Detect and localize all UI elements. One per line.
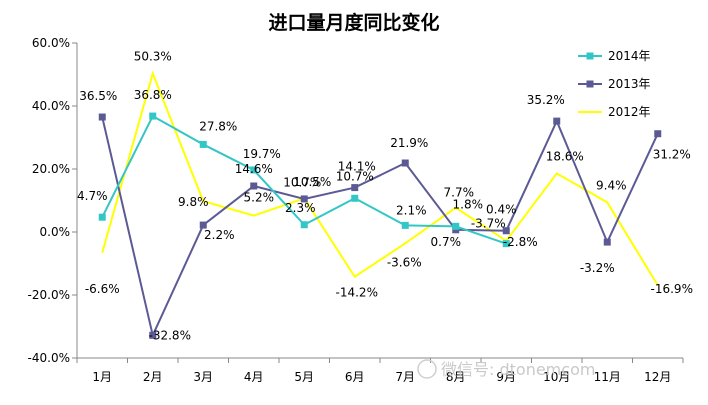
point-marker <box>603 238 611 246</box>
point-marker <box>300 221 308 229</box>
data-label: 4.7% <box>77 189 108 203</box>
data-label: 1.8% <box>453 197 484 211</box>
point-marker <box>401 221 409 229</box>
data-label: 0.7% <box>431 235 462 249</box>
data-label: 50.3% <box>134 50 172 64</box>
point-marker <box>250 182 258 190</box>
data-label: -32.8% <box>149 328 191 342</box>
x-tick-label: 7月 <box>395 370 415 384</box>
y-tick-label: 20.0% <box>32 162 70 176</box>
point-marker <box>199 140 207 148</box>
y-tick-label: 0.0% <box>40 225 71 239</box>
data-label: -2.8% <box>503 235 538 249</box>
point-marker <box>199 221 207 229</box>
data-label: 31.2% <box>653 148 691 162</box>
x-tick-label: 11月 <box>594 370 621 384</box>
y-tick-label: 40.0% <box>32 99 70 113</box>
x-tick-label: 9月 <box>496 370 516 384</box>
data-label: -3.6% <box>387 255 422 269</box>
wechat-icon <box>417 359 437 379</box>
x-tick-label: 2月 <box>143 370 163 384</box>
data-label: 10.5% <box>293 175 331 189</box>
legend-swatch-marker <box>586 80 594 88</box>
data-label: 27.8% <box>199 119 237 133</box>
x-tick-label: 1月 <box>92 370 112 384</box>
legend-swatch-marker <box>586 52 594 60</box>
chart-title: 进口量月度同比变化 <box>268 12 440 34</box>
x-tick-label: 5月 <box>294 370 314 384</box>
point-marker <box>300 195 308 203</box>
data-label: 2.2% <box>204 228 235 242</box>
legend-label: 2014年 <box>608 49 651 63</box>
point-marker <box>98 213 106 221</box>
point-marker <box>401 159 409 167</box>
point-marker <box>654 130 662 138</box>
point-marker <box>351 194 359 202</box>
x-tick-label: 8月 <box>446 370 466 384</box>
data-label: 21.9% <box>390 136 428 150</box>
data-label: 0.4% <box>486 203 517 217</box>
data-label: 10.7% <box>336 169 374 183</box>
data-label: 19.7% <box>243 147 281 161</box>
data-label: 14.6% <box>235 162 273 176</box>
point-marker <box>149 112 157 120</box>
data-label: 2.3% <box>285 201 316 215</box>
point-marker <box>351 184 359 192</box>
data-label: 9.4% <box>596 178 627 192</box>
data-label: 35.2% <box>527 93 565 107</box>
x-tick-label: 6月 <box>345 370 365 384</box>
y-tick-label: 60.0% <box>32 36 70 50</box>
data-label: 5.2% <box>244 191 275 205</box>
point-marker <box>502 227 510 235</box>
x-tick-label: 4月 <box>244 370 264 384</box>
series-line-2 <box>101 70 659 286</box>
y-tick-label: -20.0% <box>28 288 70 302</box>
data-label: -3.7% <box>471 217 506 231</box>
data-label: -16.9% <box>651 282 693 296</box>
legend-label: 2013年 <box>608 77 651 91</box>
data-label: 7.7% <box>444 186 475 200</box>
x-tick-label: 12月 <box>644 370 671 384</box>
data-label: 36.5% <box>79 89 117 103</box>
point-marker <box>250 166 258 174</box>
data-label: 2.1% <box>396 203 427 217</box>
point-marker <box>452 222 460 230</box>
point-marker <box>553 117 561 125</box>
x-tick-label: 3月 <box>193 370 213 384</box>
data-label: 10.7% <box>283 175 321 189</box>
data-label: 18.6% <box>546 149 584 163</box>
legend-label: 2012年 <box>608 105 651 119</box>
data-label: 36.8% <box>134 88 172 102</box>
data-label: 9.8% <box>178 195 209 209</box>
data-label: -14.2% <box>336 286 378 300</box>
point-marker <box>502 240 510 248</box>
y-tick-label: -40.0% <box>28 351 70 365</box>
point-marker <box>149 331 157 339</box>
point-marker <box>98 113 106 121</box>
data-label: -6.6% <box>85 282 120 296</box>
watermark-text: 微信号: dtonemcom <box>441 360 595 379</box>
data-label: -3.2% <box>580 261 615 275</box>
x-tick-label: 10月 <box>543 370 570 384</box>
series-line-1 <box>101 116 659 339</box>
data-label: 14.1% <box>338 160 376 174</box>
